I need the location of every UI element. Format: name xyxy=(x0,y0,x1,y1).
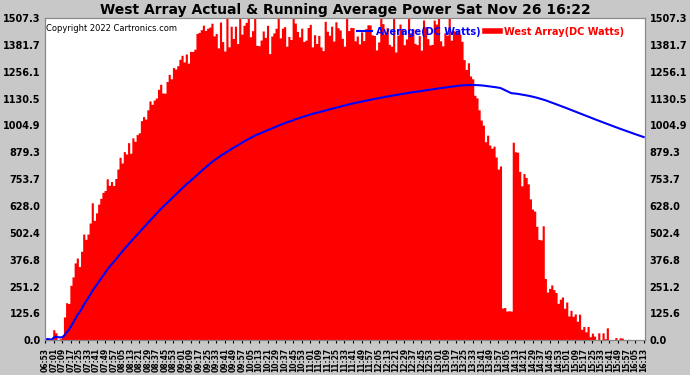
Title: West Array Actual & Running Average Power Sat Nov 26 16:22: West Array Actual & Running Average Powe… xyxy=(99,3,591,17)
Text: Copyright 2022 Cartronics.com: Copyright 2022 Cartronics.com xyxy=(46,24,177,33)
Legend: Average(DC Watts), West Array(DC Watts): Average(DC Watts), West Array(DC Watts) xyxy=(353,23,628,40)
